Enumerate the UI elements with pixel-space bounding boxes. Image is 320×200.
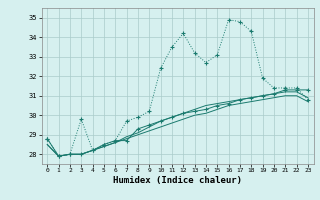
X-axis label: Humidex (Indice chaleur): Humidex (Indice chaleur)	[113, 176, 242, 185]
